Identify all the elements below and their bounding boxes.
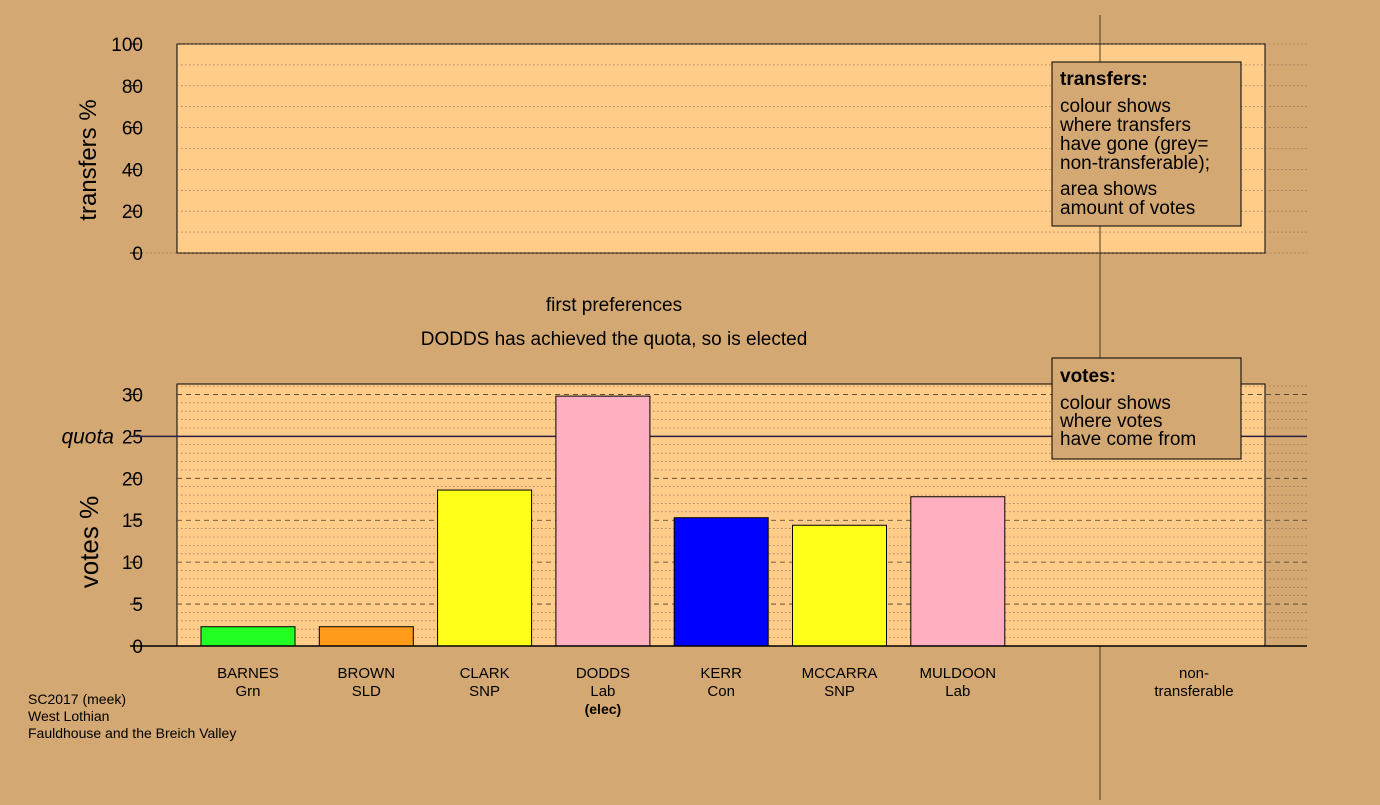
transfers-legend-title: transfers: [1060,69,1148,90]
bar-clark [437,489,533,647]
transfers-legend-line: area shows [1060,179,1157,200]
candidate-party-label: Lab [945,683,970,700]
votes-tick-label: 15 [122,511,143,532]
votes-y-axis-label: votes % [74,496,104,589]
caption-ward: Fauldhouse and the Breich Valley [28,725,236,741]
transfers-legend-line: where transfers [1059,115,1191,136]
votes-legend-line: have come from [1060,429,1196,450]
bar-muldoon [910,496,1006,647]
transfers-legend-line: non-transferable); [1060,153,1210,174]
transfers-legend-line: colour shows [1060,96,1171,117]
non-transferable-label: non- [1179,665,1209,682]
caption-election: SC2017 (meek) [28,691,126,707]
candidate-name-label: MULDOON [919,665,996,682]
bar-dodds [555,395,651,647]
votes-tick-label: 10 [122,553,143,574]
votes-y-ticks: 0 5 10 15 20 25 30 [122,385,143,658]
candidate-name-label: MCCARRA [802,665,878,682]
candidate-name-label: DODDS [576,665,630,682]
candidate-name-label: CLARK [460,665,510,682]
candidate-party-label: Lab [590,683,615,700]
transfers-tick-label: 80 [122,77,143,98]
transfers-tick-label: 40 [122,160,143,181]
candidate-party-label: Con [707,683,735,700]
transfers-gridlines [130,43,1307,254]
chart-title: first preferences [546,295,682,316]
bar-kerr [673,517,769,647]
votes-tick-label: 30 [122,385,143,406]
transfers-legend-box [1051,61,1242,227]
votes-tick-label: 5 [132,595,143,616]
transfers-tick-label: 0 [132,244,143,265]
candidate-party-label: SNP [824,683,855,700]
bar-brown [318,626,414,647]
candidate-party-label: SLD [352,683,381,700]
chart-subtitle: DODDS has achieved the quota, so is elec… [421,329,808,350]
transfers-legend-line: amount of votes [1060,198,1195,219]
transfers-y-ticks: 0 20 40 60 80 100 [111,35,143,265]
votes-tick-label: 0 [132,637,143,658]
votes-legend-box [1051,357,1242,460]
candidate-name-label: KERR [700,665,742,682]
transfers-tick-label: 100 [111,35,143,56]
transfers-legend: transfers: colour shows where transfers … [1051,61,1242,227]
votes-legend-line: where votes [1059,411,1162,432]
votes-tick-label: 25 [122,427,143,448]
candidate-party-label: SNP [469,683,500,700]
candidate-party-label: Grn [235,683,260,700]
non-transferable-label: transferable [1154,683,1233,700]
transfers-y-axis-label: transfers % [75,99,102,220]
candidate-name-label: BROWN [338,665,396,682]
votes-legend-title: votes: [1060,366,1116,387]
transfers-tick-label: 20 [122,202,143,223]
candidate-name-label: BARNES [217,665,279,682]
candidate-status-label: (elec) [585,701,622,717]
candidate-labels: BARNESGrnBROWNSLDCLARKSNPDODDSLab(elec)K… [217,665,996,717]
votes-tick-label: 20 [122,469,143,490]
votes-legend-line: colour shows [1060,393,1171,414]
votes-legend: votes: colour shows where votes have com… [1051,357,1242,460]
quota-label: quota [61,425,114,448]
transfers-legend-line: have gone (grey= [1060,134,1208,155]
bar-barnes [200,626,296,647]
votes-bars [200,395,1006,647]
bar-mccarra [792,524,887,647]
transfers-tick-label: 60 [122,119,143,140]
caption-council: West Lothian [28,708,109,724]
